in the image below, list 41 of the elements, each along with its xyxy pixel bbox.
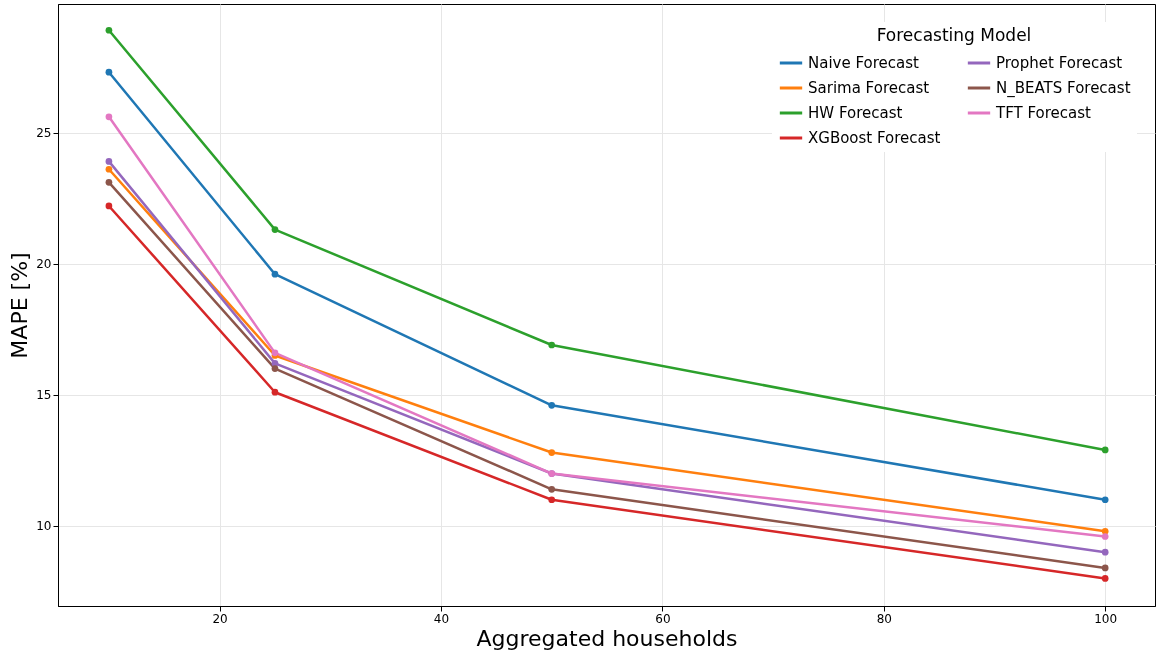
legend-label: Naive Forecast: [808, 54, 920, 72]
point: [1101, 533, 1109, 540]
point: [1101, 564, 1109, 572]
y-tick-label: 15: [36, 388, 52, 403]
point: [271, 270, 279, 278]
x-tick-label: 20: [212, 611, 228, 626]
point: [105, 179, 113, 186]
point: [548, 401, 556, 409]
point: [105, 202, 113, 210]
point: [271, 226, 279, 233]
x-tick-label: 60: [655, 611, 671, 626]
point: [548, 485, 556, 493]
legend-label: Sarima Forecast: [808, 79, 930, 97]
legend-label: TFT Forecast: [995, 104, 1092, 122]
legend-label: Prophet Forecast: [996, 54, 1123, 72]
point: [105, 68, 113, 76]
legend-label: XGBoost Forecast: [808, 129, 941, 147]
point: [271, 365, 279, 372]
y-axis-title: MAPE [%]: [7, 252, 33, 359]
y-tick-label: 20: [36, 257, 52, 272]
x-tick-label: 100: [1094, 611, 1118, 626]
point: [105, 113, 113, 121]
point: [1101, 575, 1109, 582]
legend-label: N_BEATS Forecast: [996, 79, 1131, 98]
point: [1101, 496, 1109, 504]
point: [548, 449, 556, 456]
y-tick-label: 25: [36, 126, 52, 141]
legend-title: Forecasting Model: [876, 25, 1032, 45]
point: [548, 341, 556, 349]
legend-label: HW Forecast: [808, 104, 903, 122]
point: [105, 165, 113, 173]
point: [548, 496, 556, 504]
x-axis-title: Aggregated households: [476, 625, 738, 651]
x-tick-label: 40: [433, 611, 450, 626]
x-tick-label: 80: [876, 611, 892, 626]
point: [271, 388, 279, 396]
y-tick-label: 10: [36, 519, 52, 534]
point: [105, 158, 113, 165]
point: [1101, 548, 1109, 556]
point: [105, 26, 113, 34]
point: [1101, 446, 1109, 454]
